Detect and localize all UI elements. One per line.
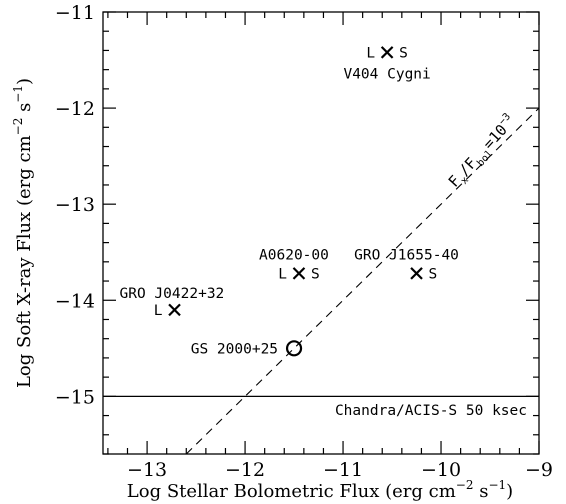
tag-right: S [399,45,408,61]
axis-ticks [103,11,540,455]
y-axis-title: Log Soft X-ray Flux (erg cm−2 s−1) [11,78,35,388]
tag-right: S [429,266,438,282]
plot-frame [102,11,540,455]
x-tick-label: −11 [323,459,363,481]
tag-left: L [154,303,163,319]
limit-label-bg [288,398,530,422]
y-tick-label: −15 [55,386,95,408]
cross-marker [380,46,394,59]
y-tick-label: −13 [55,194,95,216]
tag-left: L [366,45,375,61]
point-name: GS 2000+25 [191,341,278,357]
dashed-ratio-line [185,107,540,455]
x-tick-label: −13 [127,459,167,481]
reference-lines [103,107,540,455]
ratio-label: Fx/Fbol=10−3 [444,111,522,193]
y-tick-labels: −11 −12 −13 −14 −15 [55,2,95,408]
limit-label: Chandra/ACIS-S 50 ksec [335,403,527,419]
point-name: V404 Cygni [343,66,430,82]
y-tick-label: −14 [55,290,95,312]
x-tick-label: −10 [421,459,461,481]
x-tick-label: −12 [225,459,265,481]
x-tick-labels: −13 −12 −11 −10 −9 [127,459,553,481]
point-name: A0620-00 [259,247,329,263]
tag-left: L [278,266,287,282]
cross-marker [410,267,423,280]
tag-right: S [311,266,320,282]
y-tick-label: −11 [55,2,95,24]
point-name: GRO J1655-40 [354,247,459,263]
cross-marker [168,303,181,317]
y-tick-label: −12 [55,98,95,120]
x-tick-label: −9 [525,459,553,481]
circle-marker [285,340,303,357]
point-name: GRO J0422+32 [120,286,225,302]
cross-marker [292,267,306,280]
x-axis-title: Log Stellar Bolometric Flux (erg cm−2 s−… [127,478,513,502]
